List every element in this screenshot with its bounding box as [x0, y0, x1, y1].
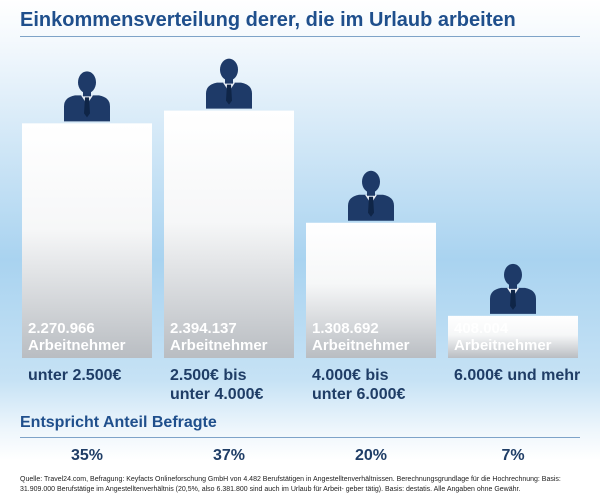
category-label-line: 4.000€ bis: [312, 367, 389, 384]
bar-unit-label: Arbeitnehmer: [28, 337, 126, 354]
businessman-icon: [490, 263, 536, 314]
head-shape: [220, 58, 238, 81]
bar-value-label: 1.308.692: [312, 320, 379, 337]
bar-1: [22, 123, 152, 358]
bar-value-label: 2.394.137: [170, 320, 237, 337]
share-value: 20%: [354, 447, 388, 464]
category-label-line: unter 4.000€: [170, 386, 264, 403]
category-label: 6.000€ und mehr: [454, 366, 580, 385]
tie-shape: [510, 289, 516, 310]
share-section-title: Entspricht Anteil Befragte: [20, 414, 217, 431]
share-value: 7%: [501, 447, 525, 464]
bar-value-label: 2.270.966: [28, 320, 95, 337]
bar-unit-label: Arbeitnehmer: [454, 337, 552, 354]
category-label-line: 6.000€ und mehr: [454, 367, 581, 384]
businessman-icon: [206, 58, 252, 109]
businessman-icon: [348, 170, 394, 221]
bar-2: [164, 110, 294, 359]
head-shape: [362, 170, 380, 193]
category-label-line: 2.500€ bis: [170, 367, 247, 384]
tie-shape: [368, 196, 374, 217]
share-value: 35%: [70, 447, 104, 464]
share-value: 37%: [212, 447, 246, 464]
category-label-line: unter 2.500€: [28, 367, 122, 384]
bar-chart: 2.270.966Arbeitnehmer2.394.137Arbeitnehm…: [22, 58, 578, 359]
bar-unit-label: Arbeitnehmer: [170, 337, 268, 354]
tie-shape: [226, 84, 232, 105]
source-note: Quelle: Travel24.com, Befragung: Keyfact…: [20, 476, 561, 493]
bar-value-label: 408.004: [454, 320, 509, 337]
category-label: unter 2.500€: [28, 366, 121, 385]
category-label: 4.000€ bis unter 6.000€: [312, 366, 405, 404]
category-label-line: unter 6.000€: [312, 386, 406, 403]
title-divider: [20, 36, 580, 37]
share-divider: [20, 437, 580, 438]
bar-unit-label: Arbeitnehmer: [312, 337, 410, 354]
bar-3: [306, 222, 436, 358]
businessman-icon: [64, 71, 110, 122]
head-shape: [78, 71, 96, 94]
category-label: 2.500€ bis unter 4.000€: [170, 366, 263, 404]
tie-shape: [84, 97, 90, 118]
chart-title: Einkommensverteilung derer, die im Urlau…: [20, 9, 516, 31]
head-shape: [504, 263, 522, 286]
bar-4: [448, 315, 578, 358]
